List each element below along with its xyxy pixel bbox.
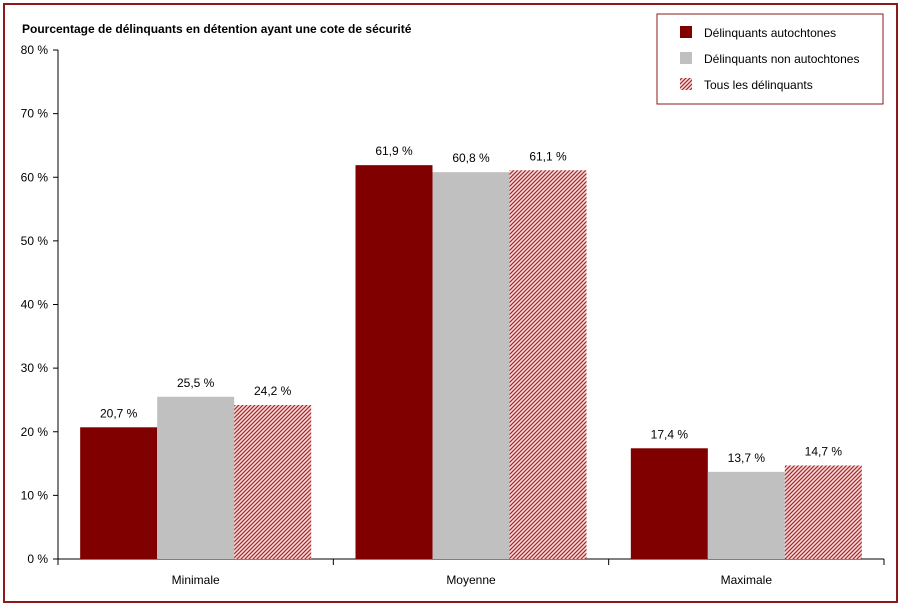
- bar: [630, 448, 708, 559]
- bar: [157, 396, 235, 559]
- bar: [355, 165, 433, 559]
- bars-group: [80, 165, 862, 559]
- bar: [784, 465, 862, 559]
- bar: [707, 471, 785, 559]
- y-tick-label: 80 %: [21, 43, 49, 57]
- chart-title: Pourcentage de délinquants en détention …: [22, 22, 412, 36]
- legend-label-non-autochtones: Délinquants non autochtones: [704, 52, 859, 66]
- legend-label-tous: Tous les délinquants: [704, 78, 813, 92]
- legend: Délinquants autochtones Délinquants non …: [656, 13, 884, 105]
- bar: [509, 170, 587, 559]
- bar: [80, 427, 158, 559]
- y-axis: 0 % 10 % 20 % 30 % 40 % 50 % 60 % 70 % 80 %: [21, 43, 59, 566]
- bar: [432, 172, 510, 559]
- x-category-label: Maximale: [721, 573, 773, 587]
- y-tick-label: 60 %: [21, 170, 49, 184]
- x-axis: Minimale Moyenne Maximale: [57, 558, 885, 587]
- y-tick-label: 10 %: [21, 488, 49, 502]
- data-label: 25,5 %: [177, 376, 215, 390]
- legend-box: [656, 13, 884, 105]
- legend-swatch-tous: [680, 78, 692, 90]
- legend-label-autochtones: Délinquants autochtones: [704, 26, 836, 40]
- x-category-label: Minimale: [172, 573, 220, 587]
- data-label: 60,8 %: [452, 151, 490, 165]
- data-label: 24,2 %: [254, 384, 292, 398]
- legend-swatch-autochtones: [680, 26, 692, 38]
- y-tick-label: 50 %: [21, 234, 49, 248]
- y-tick-label: 70 %: [21, 107, 49, 121]
- data-label: 13,7 %: [728, 451, 766, 465]
- data-label: 61,9 %: [375, 144, 413, 158]
- data-label: 61,1 %: [529, 149, 567, 163]
- legend-swatch-non-autochtones: [680, 52, 692, 64]
- y-tick-label: 40 %: [21, 298, 49, 312]
- data-label: 17,4 %: [651, 427, 689, 441]
- data-label: 20,7 %: [100, 406, 138, 420]
- y-tick-label: 30 %: [21, 361, 49, 375]
- data-labels-group: 20,7 % 25,5 % 24,2 % 61,9 % 60,8 % 61,1 % 17,4…: [100, 144, 842, 465]
- y-tick-label: 20 %: [21, 425, 49, 439]
- data-label: 14,7 %: [805, 444, 843, 458]
- y-tick-label: 0 %: [27, 552, 48, 566]
- x-category-label: Moyenne: [446, 573, 496, 587]
- bar: [234, 405, 312, 559]
